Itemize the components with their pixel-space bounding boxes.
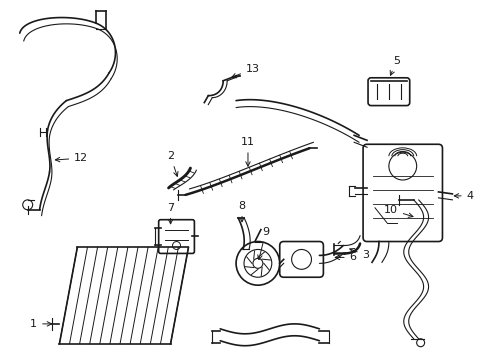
Text: 11: 11 (241, 137, 255, 166)
Text: 12: 12 (55, 153, 88, 163)
FancyBboxPatch shape (363, 144, 442, 242)
Text: 10: 10 (384, 205, 413, 217)
Text: 4: 4 (454, 191, 474, 201)
Text: 5: 5 (390, 56, 400, 75)
Text: 9: 9 (258, 226, 270, 260)
FancyBboxPatch shape (159, 220, 195, 253)
Text: 7: 7 (167, 203, 174, 224)
FancyBboxPatch shape (280, 242, 323, 277)
Text: 13: 13 (232, 64, 260, 78)
Text: 8: 8 (239, 201, 245, 222)
Text: 2: 2 (167, 151, 178, 176)
Text: 1: 1 (30, 319, 51, 329)
FancyBboxPatch shape (368, 78, 410, 105)
Text: 3: 3 (350, 248, 369, 260)
Text: 6: 6 (335, 252, 357, 262)
